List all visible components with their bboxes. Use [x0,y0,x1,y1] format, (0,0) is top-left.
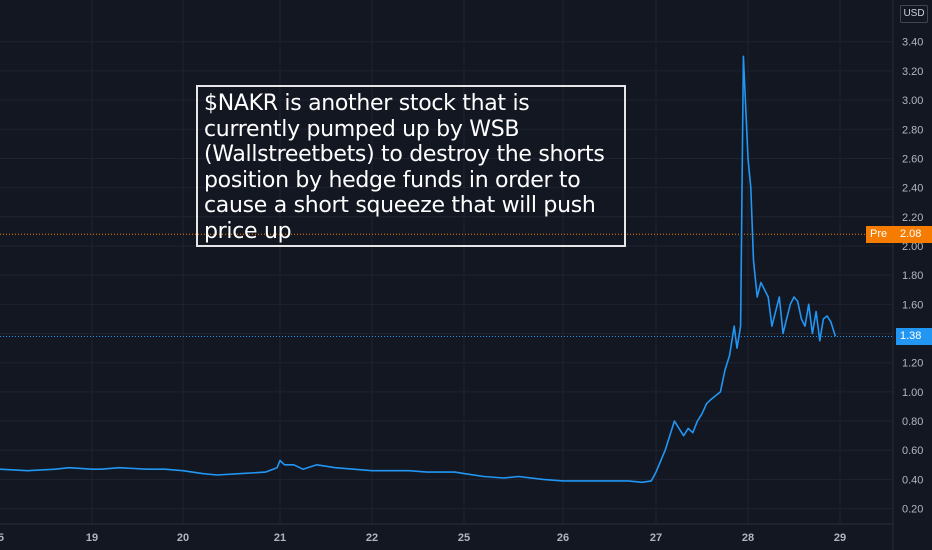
price-tick-label: 3.40 [902,37,923,49]
price-level-lines [0,233,893,337]
time-tick-label: 28 [742,532,754,544]
pre-market-tag-label: Pre [866,225,896,243]
grid-lines [0,0,893,524]
time-tick-label: 26 [557,532,569,544]
price-tick-label: 1.60 [902,299,923,311]
price-series [0,55,837,484]
time-tick-label: 21 [274,532,286,544]
price-tick-label: 0.40 [902,474,923,486]
price-tick-label: 0.60 [902,445,923,457]
time-tick-label: 29 [834,532,846,544]
currency-label[interactable]: USD [900,5,928,23]
pre-market-price-tag: 2.08 [896,225,932,243]
time-tick-label: 20 [177,532,189,544]
time-tick-label: 19 [86,532,98,544]
time-tick-label: 22 [366,532,378,544]
price-tick-label: 1.80 [902,270,923,282]
price-tick-label: 3.20 [902,66,923,78]
price-tick-label: 1.20 [902,358,923,370]
time-tick-label: 5 [0,532,4,544]
price-tick-label: 0.20 [902,504,923,516]
price-tick-label: 2.40 [902,183,923,195]
price-tick-label: 2.00 [902,241,923,253]
price-tick-label: 0.80 [902,416,923,428]
price-axis[interactable]: 0.200.400.600.801.001.201.401.601.802.00… [902,37,923,516]
time-tick-label: 25 [458,532,470,544]
time-axis[interactable]: 5 19 20 21 22 25 26 27 28 29 [0,532,846,544]
annotation-text-box[interactable]: $NAKR is another stock that is currently… [196,85,626,247]
price-line [0,55,837,484]
price-tick-label: 2.80 [902,124,923,136]
last-price-tag: 1.38 [896,327,932,345]
price-tick-label: 2.60 [902,153,923,165]
price-tick-label: 3.00 [902,95,923,107]
price-tick-label: 1.00 [902,387,923,399]
time-tick-label: 27 [650,532,662,544]
price-tick-label: 2.20 [902,212,923,224]
